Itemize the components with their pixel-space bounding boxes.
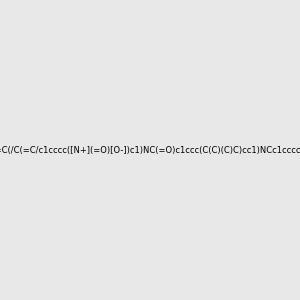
Text: O=C(/C(=C/c1cccc([N+](=O)[O-])c1)NC(=O)c1ccc(C(C)(C)C)cc1)NCc1ccccc1: O=C(/C(=C/c1cccc([N+](=O)[O-])c1)NC(=O)c…	[0, 146, 300, 154]
